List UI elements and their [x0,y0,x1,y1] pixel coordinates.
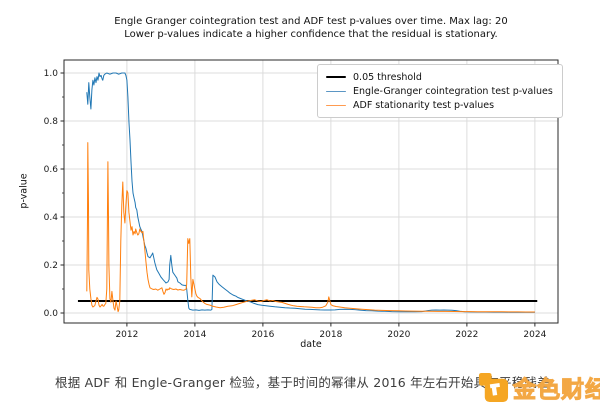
jinse-finance-logo-icon [478,372,509,403]
watermark-text: 金色财经 [513,377,600,404]
chart-title: Engle Granger cointegration test and ADF… [64,15,558,41]
legend-entry: 0.05 threshold [326,70,553,84]
plot-area: 2012 2014 2016 2018 2020 2022 2024 0.0 0.2 0.4 0.6… [44,59,559,340]
plot-border [63,59,559,324]
y-tick-label: 0.4 [44,213,59,223]
adf-line [86,142,535,313]
legend-label: ADF stationarity test p-values [353,99,495,111]
y-tick-label: 0.2 [44,261,58,271]
x-tick-label: 2024 [523,330,546,340]
legend-line-swatch [326,76,346,78]
legend-line-swatch [326,104,346,106]
caption-text: 根据 ADF 和 Engle-Granger 检验，基于时间的幂律从 2016 … [55,375,550,390]
x-tick-label: 2016 [251,330,274,340]
legend: 0.05 threshold Engle-Granger cointegratio… [317,64,563,118]
x-tick-label: 2014 [183,330,206,340]
y-tick-label: 0.8 [44,117,59,127]
engle-granger-line [86,72,535,313]
chart-title-line1: Engle Granger cointegration test and ADF… [114,16,508,27]
y-tick-label: 0.0 [44,309,59,319]
y-tick-label: 0.6 [44,165,59,175]
x-tick-label: 2020 [387,330,410,340]
x-axis-label: date [300,339,322,350]
x-tick-label: 2018 [319,330,342,340]
legend-line-swatch [326,90,346,92]
x-tick-label: 2022 [455,330,478,340]
legend-entry: ADF stationarity test p-values [326,98,553,112]
y-tick-label: 1.0 [44,69,59,79]
legend-label: 0.05 threshold [353,71,422,83]
watermark: 金色财经 [478,370,600,404]
legend-label: Engle-Granger cointegration test p-value… [353,85,553,97]
chart-title-line2: Lower p-values indicate a higher confide… [124,29,498,40]
legend-entry: Engle-Granger cointegration test p-value… [326,84,553,98]
x-tick-label: 2012 [115,330,138,340]
